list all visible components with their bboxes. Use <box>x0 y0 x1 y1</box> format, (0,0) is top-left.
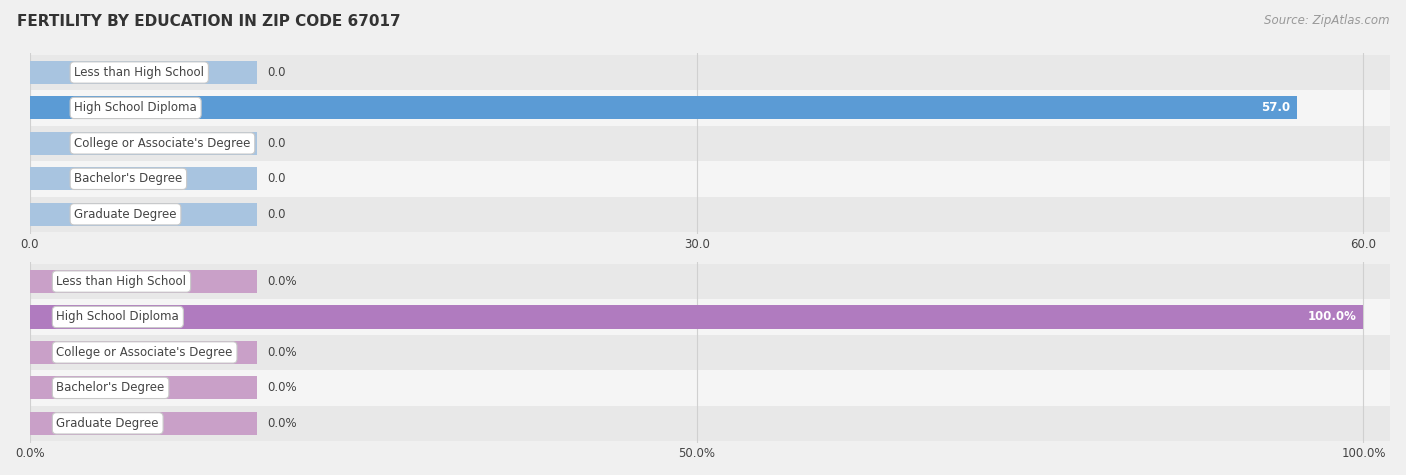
Text: 57.0: 57.0 <box>1261 102 1291 114</box>
Text: Source: ZipAtlas.com: Source: ZipAtlas.com <box>1264 14 1389 27</box>
Text: 0.0%: 0.0% <box>267 275 297 288</box>
Bar <box>30 376 256 399</box>
Bar <box>30 341 256 364</box>
Text: 0.0: 0.0 <box>267 208 285 221</box>
Text: High School Diploma: High School Diploma <box>56 311 179 323</box>
Bar <box>30 90 1406 126</box>
Bar <box>30 335 1406 370</box>
Text: FERTILITY BY EDUCATION IN ZIP CODE 67017: FERTILITY BY EDUCATION IN ZIP CODE 67017 <box>17 14 401 29</box>
Bar <box>30 270 256 293</box>
Text: Bachelor's Degree: Bachelor's Degree <box>56 381 165 394</box>
Text: 0.0%: 0.0% <box>267 417 297 430</box>
Text: Graduate Degree: Graduate Degree <box>75 208 177 221</box>
Bar <box>30 126 1406 161</box>
Text: 0.0: 0.0 <box>267 172 285 185</box>
Bar <box>30 264 1406 299</box>
Bar <box>30 132 256 155</box>
Bar <box>30 167 256 190</box>
Text: Less than High School: Less than High School <box>56 275 187 288</box>
Bar <box>30 370 1406 406</box>
Bar <box>30 96 1296 119</box>
Text: Less than High School: Less than High School <box>75 66 204 79</box>
Text: College or Associate's Degree: College or Associate's Degree <box>75 137 250 150</box>
Bar <box>30 161 1406 197</box>
Bar <box>30 406 1406 441</box>
Text: High School Diploma: High School Diploma <box>75 102 197 114</box>
Text: 0.0%: 0.0% <box>267 381 297 394</box>
Bar <box>30 305 1364 329</box>
Bar <box>30 61 256 84</box>
Bar <box>30 412 256 435</box>
Text: Graduate Degree: Graduate Degree <box>56 417 159 430</box>
Bar <box>30 55 1406 90</box>
Bar <box>30 203 256 226</box>
Text: Bachelor's Degree: Bachelor's Degree <box>75 172 183 185</box>
Bar <box>30 197 1406 232</box>
Text: 0.0: 0.0 <box>267 137 285 150</box>
Text: 0.0: 0.0 <box>267 66 285 79</box>
Text: College or Associate's Degree: College or Associate's Degree <box>56 346 233 359</box>
Text: 0.0%: 0.0% <box>267 346 297 359</box>
Bar <box>30 299 1406 335</box>
Text: 100.0%: 100.0% <box>1308 311 1357 323</box>
